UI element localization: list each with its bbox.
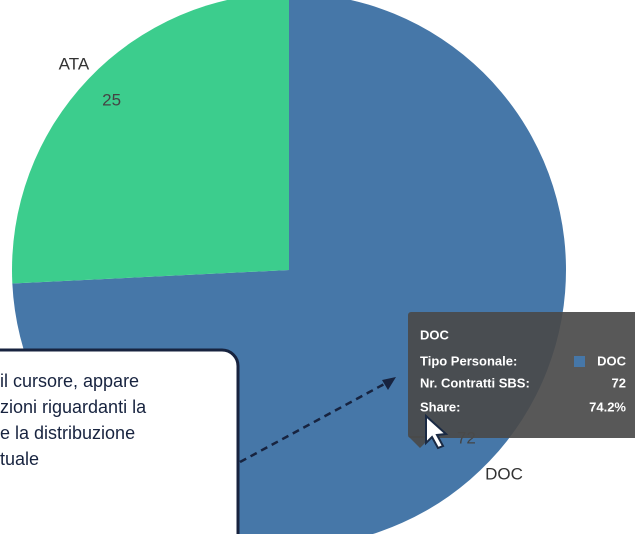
callout-arrowhead — [382, 377, 396, 390]
tooltip: DOC Tipo Personale: DOC Nr. Contratti SB… — [408, 312, 635, 448]
tooltip-row-value: DOC — [597, 353, 627, 368]
slice-label: ATA — [59, 55, 90, 74]
tooltip-swatch — [574, 356, 585, 367]
tooltip-title: DOC — [420, 327, 450, 342]
tooltip-row-label: Nr. Contratti SBS: — [420, 375, 530, 390]
tooltip-row-label: Tipo Personale: — [420, 353, 517, 368]
tooltip-row-value: 72 — [612, 375, 626, 390]
callout-text: il cursore, appare — [0, 371, 139, 391]
slice-label: DOC — [485, 464, 523, 483]
callout-text: e la distribuzione — [0, 423, 135, 443]
slice-value: 25 — [102, 91, 121, 110]
tooltip-box — [408, 312, 635, 438]
tooltip-row-value: 74.2% — [589, 399, 626, 414]
callout-box — [0, 348, 240, 539]
callout-text: tuale — [0, 449, 39, 469]
pie-slice — [12, 0, 289, 284]
callout-text: zioni riguardanti la — [0, 397, 147, 417]
callout: il cursore, appare zioni riguardanti la … — [0, 348, 396, 539]
tooltip-row-label: Share: — [420, 399, 460, 414]
cursor — [425, 413, 449, 450]
callout-arrow — [239, 380, 389, 464]
